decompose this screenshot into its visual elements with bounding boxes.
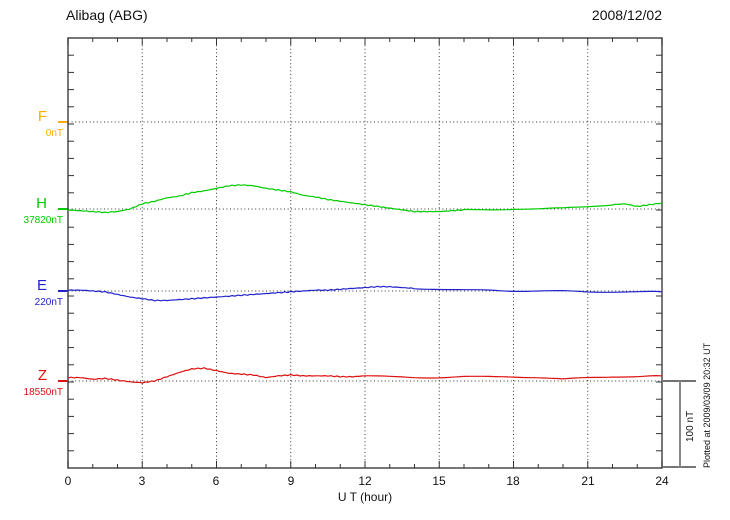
component-label-h: H [36,195,47,212]
x-tick-label: 6 [212,474,220,488]
x-tick-label: 18 [506,474,520,488]
x-tick-label: 9 [287,474,295,488]
trace-z [67,367,663,384]
trace-e [67,285,663,302]
component-label-e: E [36,277,47,294]
component-label-f: F [37,108,47,125]
station-title: Alibag (ABG) [66,7,148,23]
component-baseline-value-h: 37820nT [23,215,63,226]
plot-timestamp: Plotted at 2009/03/09 20:32 UT [702,342,712,468]
date-label: 2008/12/02 [591,7,662,23]
component-label-z: Z [37,367,47,384]
x-tick-label: 3 [138,474,146,488]
x-tick-label: 12 [358,474,372,488]
x-tick-label: 21 [581,474,595,488]
component-baseline-value-e: 220nT [34,297,63,308]
component-baseline-value-z: 18550nT [23,387,63,398]
x-tick-label: 15 [432,474,446,488]
plot-frame [67,37,663,469]
component-baseline-value-f: 0nT [45,128,63,139]
scale-bar-label: 100 nT [685,410,696,442]
x-tick-label: 24 [655,474,669,488]
x-axis-title: U T (hour) [337,490,393,504]
x-tick-label: 0 [64,474,72,488]
trace-h [67,184,663,214]
